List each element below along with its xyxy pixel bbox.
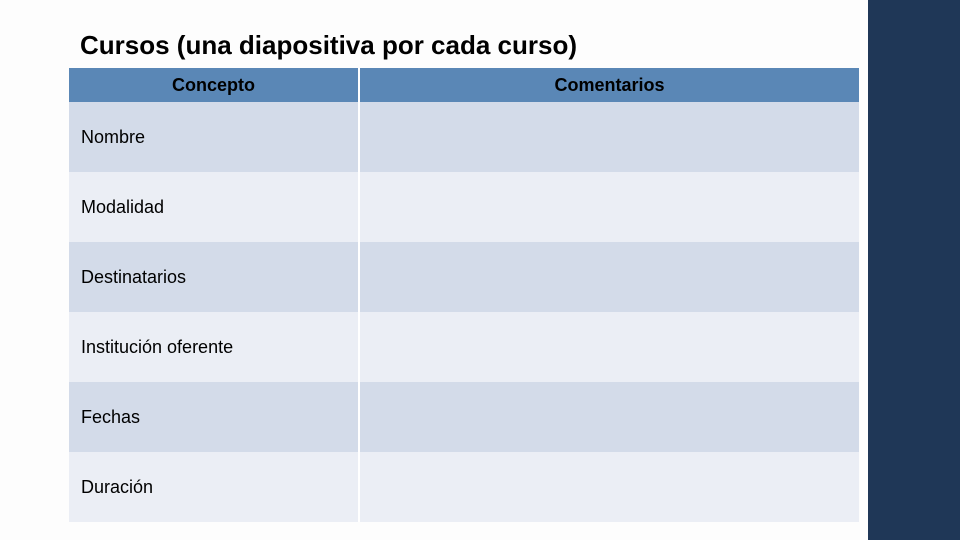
cell-concepto: Nombre [69,102,359,172]
header-concepto: Concepto [69,68,359,102]
table-row: Fechas [69,382,859,452]
slide-title: Cursos (una diapositiva por cada curso) [80,30,577,61]
cell-comentarios [359,312,859,382]
cell-comentarios [359,382,859,452]
table-body: Nombre Modalidad Destinatarios Instituci… [69,102,859,522]
side-accent-bar [868,0,960,540]
cell-comentarios [359,172,859,242]
cell-concepto: Institución oferente [69,312,359,382]
cell-comentarios [359,242,859,312]
course-table: Concepto Comentarios Nombre Modalidad De… [69,68,859,522]
header-comentarios: Comentarios [359,68,859,102]
cell-concepto: Destinatarios [69,242,359,312]
table-header-row: Concepto Comentarios [69,68,859,102]
cell-comentarios [359,102,859,172]
slide: Cursos (una diapositiva por cada curso) … [0,0,960,540]
cell-concepto: Modalidad [69,172,359,242]
cell-concepto: Duración [69,452,359,522]
table-row: Nombre [69,102,859,172]
table-row: Destinatarios [69,242,859,312]
cell-comentarios [359,452,859,522]
table-row: Duración [69,452,859,522]
cell-concepto: Fechas [69,382,359,452]
table-row: Institución oferente [69,312,859,382]
table-row: Modalidad [69,172,859,242]
